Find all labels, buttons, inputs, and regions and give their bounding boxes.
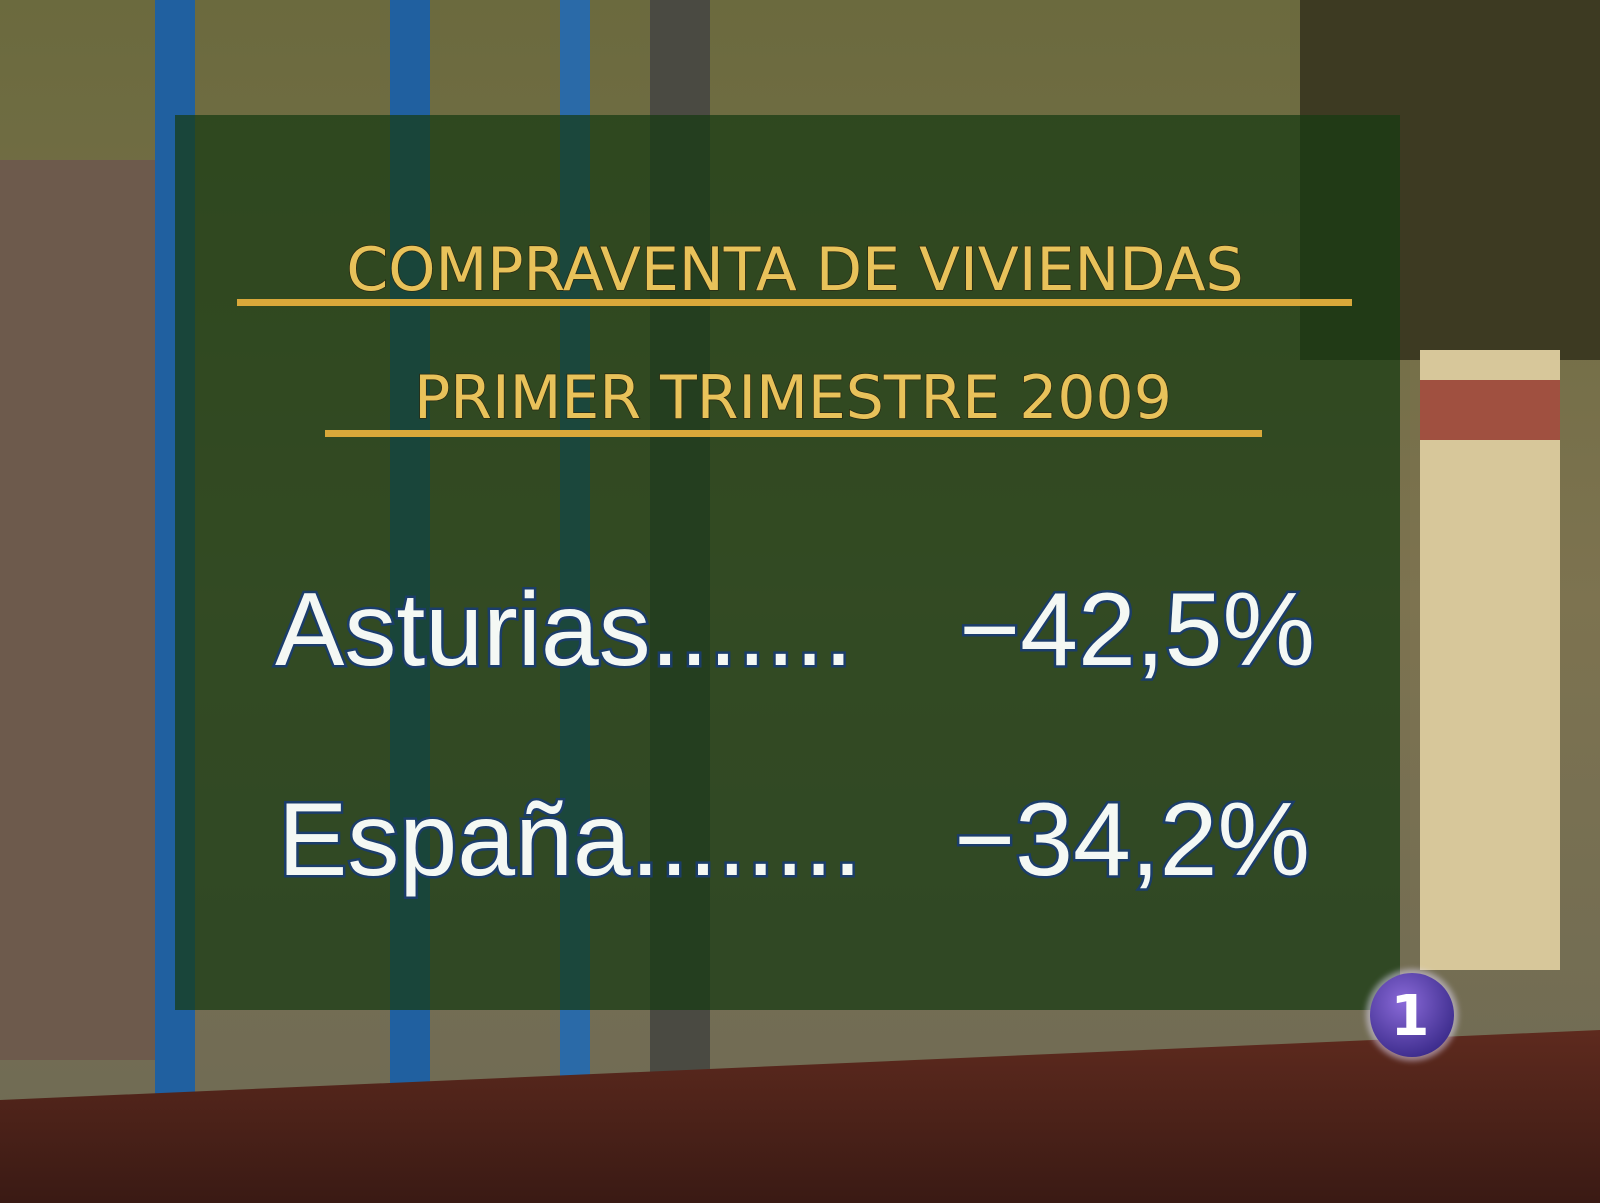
row-value: −42,5% [959, 572, 1315, 688]
roof [0, 1030, 1600, 1203]
subtitle-underline [325, 430, 1262, 437]
row-label: Asturias....... [275, 572, 853, 688]
logo-disc [1370, 973, 1454, 1057]
overlay-panel [175, 115, 1400, 1010]
row-value: −34,2% [954, 782, 1310, 898]
title-underline [237, 299, 1352, 306]
tower-band [1420, 380, 1560, 440]
subtitle: PRIMER TRIMESTRE 2009 [414, 363, 1172, 433]
logo-text: 1 [1391, 984, 1430, 1049]
title: COMPRAVENTA DE VIVIENDAS [346, 235, 1243, 305]
tower [1420, 350, 1560, 970]
building-left [0, 160, 160, 1060]
row-label: España........ [278, 782, 862, 898]
